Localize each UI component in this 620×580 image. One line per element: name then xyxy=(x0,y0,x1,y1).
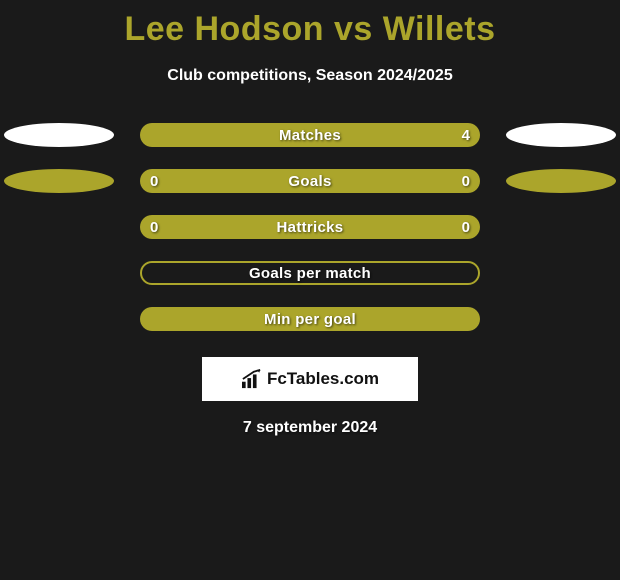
stat-row-hattricks: 0 Hattricks 0 xyxy=(0,215,620,239)
footer-date: 7 september 2024 xyxy=(0,419,620,437)
stat-bar: Min per goal xyxy=(140,307,480,331)
page-title: Lee Hodson vs Willets xyxy=(0,10,620,49)
stat-left-value: 0 xyxy=(150,173,158,190)
infographic-container: Lee Hodson vs Willets Club competitions,… xyxy=(0,0,620,437)
left-ellipse xyxy=(4,169,114,193)
page-subtitle: Club competitions, Season 2024/2025 xyxy=(0,67,620,85)
branding-text: FcTables.com xyxy=(267,369,379,389)
stat-row-min-per-goal: Min per goal xyxy=(0,307,620,331)
right-ellipse xyxy=(506,123,616,147)
branding-box: FcTables.com xyxy=(202,357,418,401)
stat-bar: Matches 4 xyxy=(140,123,480,147)
left-ellipse xyxy=(4,123,114,147)
stats-rows: Matches 4 0 Goals 0 0 Hattricks 0 xyxy=(0,123,620,331)
stat-label: Min per goal xyxy=(264,311,356,328)
stat-right-value: 0 xyxy=(462,219,470,236)
stat-row-goals: 0 Goals 0 xyxy=(0,169,620,193)
stat-bar: Goals per match xyxy=(140,261,480,285)
right-ellipse xyxy=(506,169,616,193)
stat-bar: 0 Goals 0 xyxy=(140,169,480,193)
stat-label: Goals per match xyxy=(249,265,371,282)
stat-bar: 0 Hattricks 0 xyxy=(140,215,480,239)
stat-row-matches: Matches 4 xyxy=(0,123,620,147)
stat-left-value: 0 xyxy=(150,219,158,236)
stat-label: Goals xyxy=(288,173,331,190)
stat-right-value: 0 xyxy=(462,173,470,190)
stat-label: Matches xyxy=(279,127,341,144)
stat-label: Hattricks xyxy=(277,219,344,236)
chart-icon xyxy=(241,369,263,389)
stat-row-goals-per-match: Goals per match xyxy=(0,261,620,285)
stat-right-value: 4 xyxy=(462,127,470,144)
